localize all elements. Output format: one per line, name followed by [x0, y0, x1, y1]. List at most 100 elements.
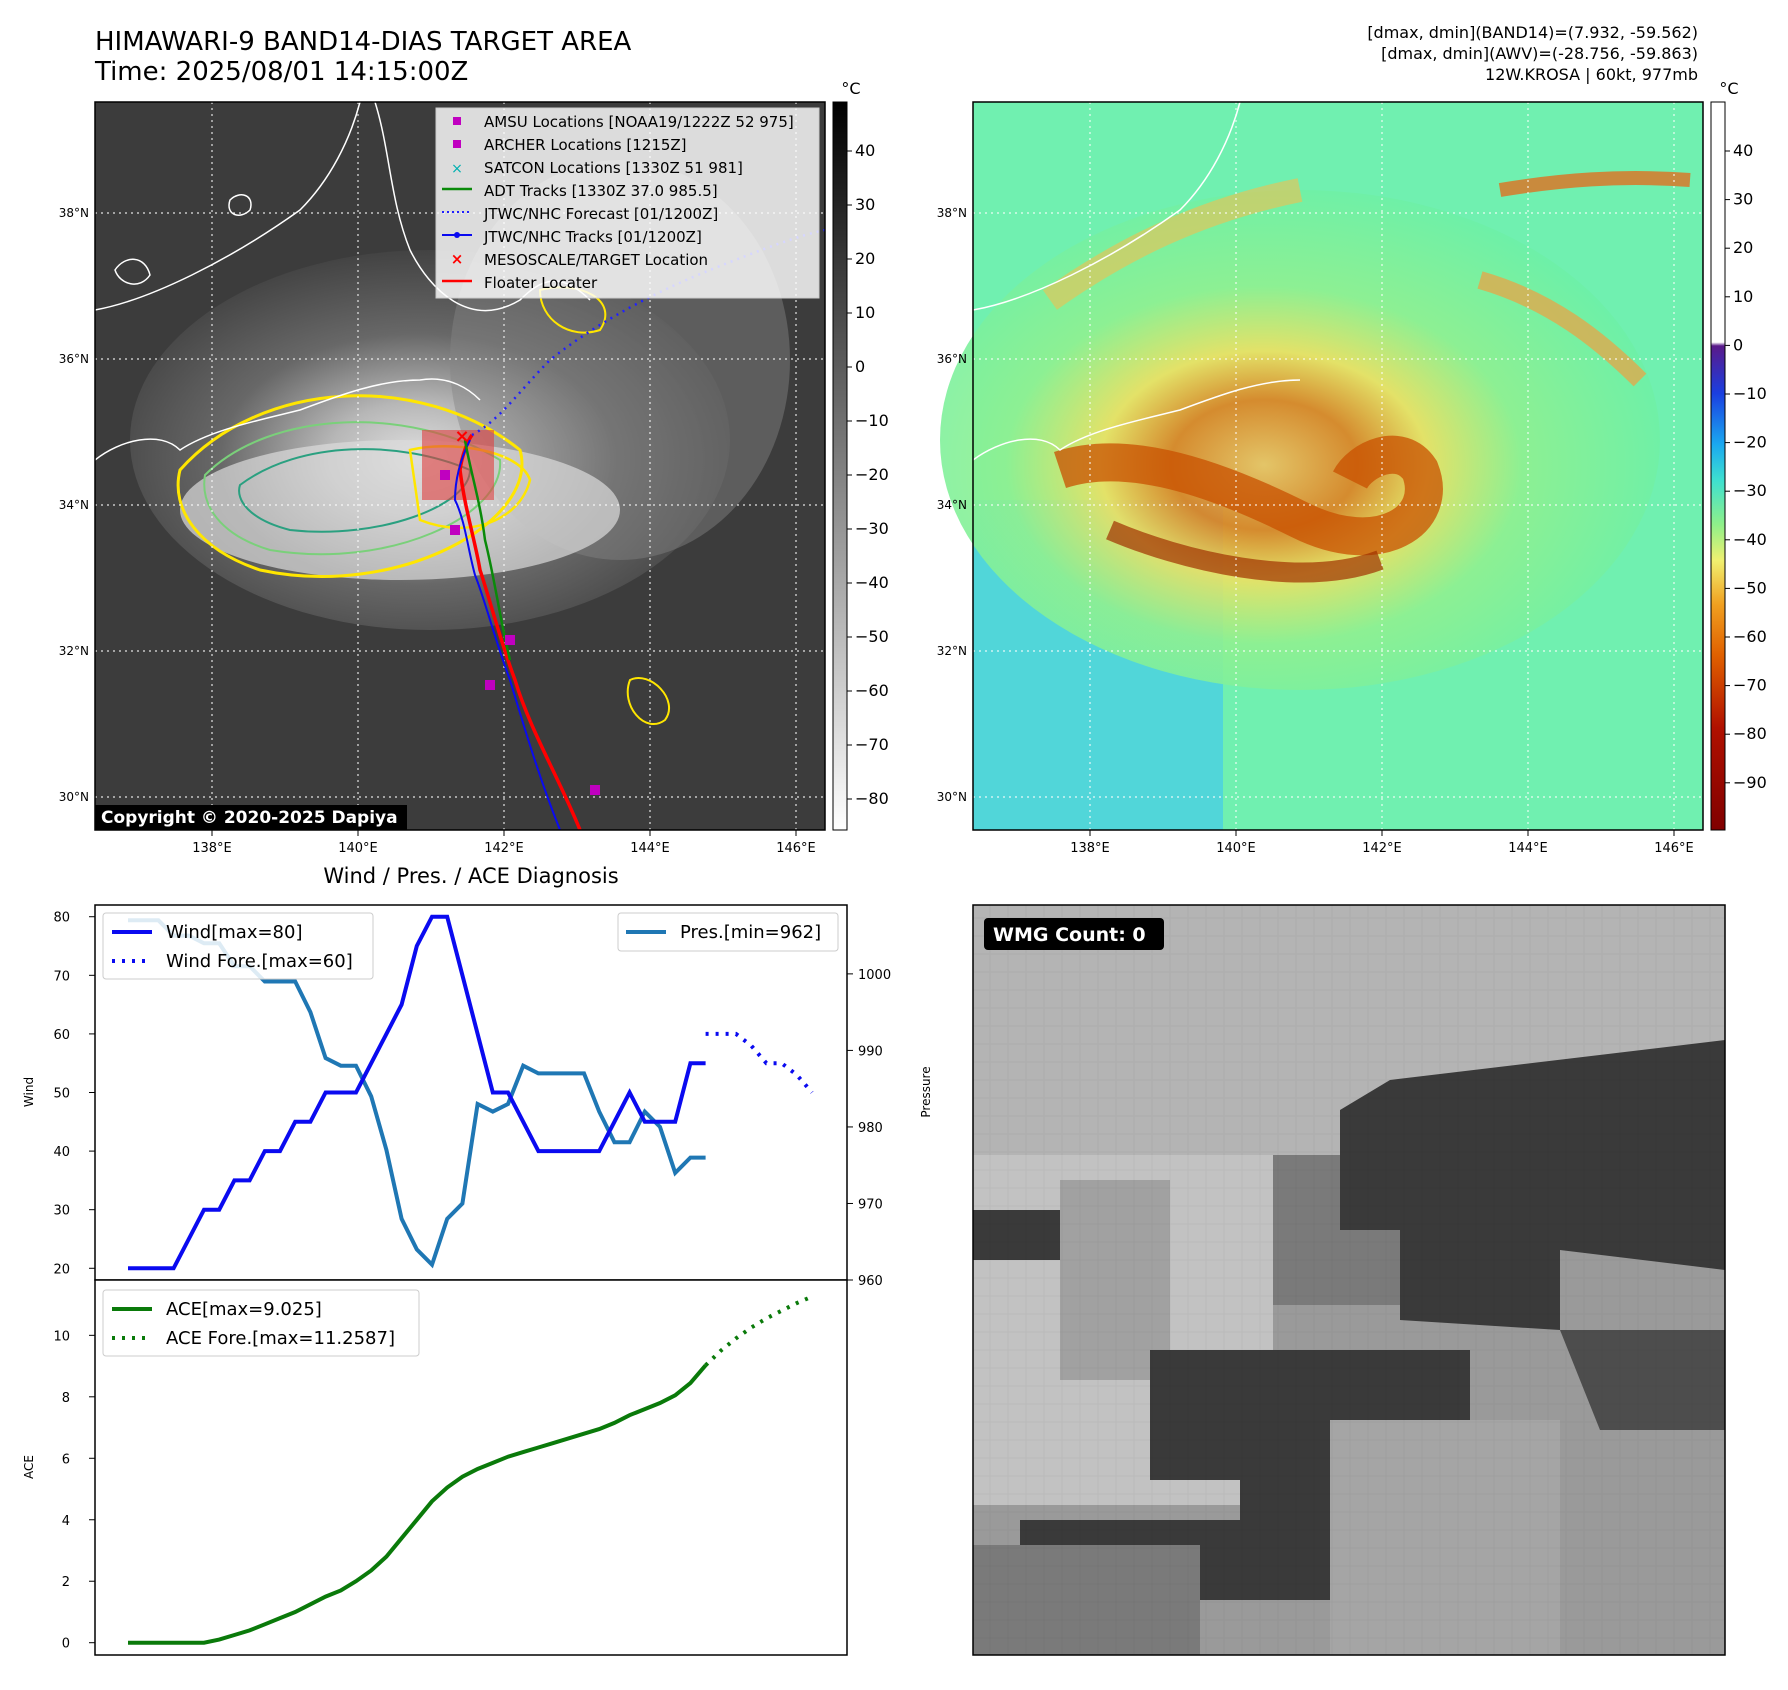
copyright-label: Copyright © 2020-2025 Dapiya [101, 808, 398, 828]
ace-legend-label: ACE[max=9.025] [166, 1299, 322, 1320]
wv-colorbar: °C 40 30 20 10 0 −10 −20 −30 −40 −50 −60 −70 −80 −90 [1710, 79, 1767, 831]
jtwc-forecast-track [471, 228, 826, 437]
svg-text:×: × [451, 161, 463, 177]
wv-colorbar-tick-label: 30 [1733, 190, 1753, 209]
ace-line [128, 1363, 708, 1645]
wind-forecast-line [705, 1031, 814, 1094]
target-marker: × [454, 426, 469, 447]
adt-track [463, 439, 512, 661]
map-lon-label: 144°E [1508, 841, 1548, 856]
ace-tick-label: 2 [62, 1575, 70, 1590]
map-legend: × × AMSU Locations [NOAA19/1222Z 52 975]… [435, 107, 820, 299]
ir-colorbar-tick-label: −30 [855, 519, 889, 538]
wv-colorbar-tick-label: 0 [1733, 335, 1743, 354]
wv-colorbar-tick-label: 40 [1733, 141, 1753, 160]
ir-colorbar-tick-label: 10 [855, 303, 875, 322]
wv-colorbar-unit: °C [1719, 79, 1738, 98]
map-lat-label: 30°N [59, 790, 89, 804]
storm-info: 12W.KROSA | 60kt, 977mb [1485, 65, 1698, 84]
pressure-tick-label: 960 [858, 1274, 883, 1289]
map-lon-label: 144°E [630, 841, 670, 856]
target-area-box [422, 430, 494, 500]
wind-tick-label: 40 [53, 1145, 70, 1160]
ir-colorbar-tick-label: −60 [855, 681, 889, 700]
map-lat-label: 32°N [59, 644, 89, 658]
pressure-legend-label: Pres.[min=962] [680, 922, 821, 943]
wind-tick-label: 80 [53, 911, 70, 926]
pressure-tick-label: 970 [858, 1197, 883, 1212]
map-lon-label: 142°E [484, 841, 524, 856]
wmg-count-label: WMG Count: 0 [993, 924, 1146, 946]
map-lon-label: 140°E [1216, 841, 1256, 856]
legend-archer: ARCHER Locations [1215Z] [484, 136, 687, 154]
map-lat-label: 36°N [59, 352, 89, 366]
ace-tick-label: 4 [62, 1514, 70, 1529]
ir-colorbar-tick-label: −40 [855, 573, 889, 592]
wind-tick-label: 20 [53, 1262, 70, 1277]
wind-axis-label: Wind [22, 1077, 36, 1107]
diagnosis-title: Wind / Pres. / ACE Diagnosis [323, 864, 618, 888]
wv-colorbar-tick-label: −20 [1733, 433, 1767, 452]
pressure-axis-label: Pressure [919, 1066, 933, 1117]
ir-colorbar-tick-label: −70 [855, 735, 889, 754]
wv-colorbar-tick-label: 10 [1733, 287, 1753, 306]
map-lon-label: 140°E [338, 841, 378, 856]
wmg-panel: WMG Count: 0 [972, 904, 1726, 1656]
legend-adt: ADT Tracks [1330Z 37.0 985.5] [484, 182, 718, 200]
ace-tick-label: 8 [62, 1391, 70, 1406]
dmax-dmin-awv: [dmax, dmin](AWV)=(-28.756, -59.863) [1381, 44, 1698, 63]
wind-tick-label: 30 [53, 1204, 70, 1219]
legend-jtwc-tracks: JTWC/NHC Tracks [01/1200Z] [483, 228, 702, 246]
map-lat-label: 38°N [59, 206, 89, 220]
wv-colorbar-tick-label: −30 [1733, 481, 1767, 500]
map-lat-label: 32°N [937, 644, 967, 658]
map-lat-label: 34°N [937, 498, 967, 512]
map-lon-label: 138°E [1070, 841, 1110, 856]
wv-map-panel [940, 101, 1704, 831]
wv-colorbar-tick-label: −70 [1733, 676, 1767, 695]
map-lon-label: 146°E [776, 841, 816, 856]
jtwc-track [453, 439, 561, 831]
map-lat-label: 38°N [937, 206, 967, 220]
wv-colorbar-tick-label: −10 [1733, 384, 1767, 403]
wv-colorbar-tick-label: −90 [1733, 773, 1767, 792]
map-lon-label: 146°E [1654, 841, 1694, 856]
ir-colorbar: °C 40 30 20 10 0 −10 −20 −30 −40 −50 −60 −70 −80 [832, 79, 889, 831]
wv-colorbar-tick-label: 20 [1733, 238, 1753, 257]
ir-colorbar-tick-label: −10 [855, 411, 889, 430]
legend-amsu: AMSU Locations [NOAA19/1222Z 52 975] [484, 113, 794, 131]
map-lat-label: 30°N [937, 790, 967, 804]
wind-tick-label: 50 [53, 1087, 70, 1102]
wv-spiral [940, 190, 1660, 690]
legend-floater: Floater Locater [484, 274, 598, 292]
map-lon-label: 138°E [192, 841, 232, 856]
wv-colorbar-tick-label: −80 [1733, 724, 1767, 743]
wind-tick-label: 60 [53, 1028, 70, 1043]
map-lon-label: 142°E [1362, 841, 1402, 856]
ace-forecast-legend-label: ACE Fore.[max=11.2587] [166, 1328, 395, 1349]
wind-tick-label: 70 [53, 969, 70, 984]
wind-legend-label: Wind[max=80] [166, 922, 303, 943]
legend-jtwc-forecast: JTWC/NHC Forecast [01/1200Z] [483, 205, 718, 223]
ir-colorbar-tick-label: −20 [855, 465, 889, 484]
pressure-tick-label: 1000 [858, 968, 891, 983]
ace-chart: 0 2 4 6 8 10 ACE ACE[max=9.025] ACE Fore.[max=11… [22, 1279, 848, 1656]
cold-top-contour [176, 394, 524, 578]
pressure-tick-label: 980 [858, 1121, 883, 1136]
figure-title: HIMAWARI-9 BAND14-DIAS TARGET AREA [95, 27, 632, 57]
map-lat-label: 36°N [937, 352, 967, 366]
dmax-dmin-band14: [dmax, dmin](BAND14)=(7.932, -59.562) [1367, 23, 1698, 42]
ir-colorbar-tick-label: 0 [855, 357, 865, 376]
ace-tick-label: 6 [62, 1452, 70, 1467]
legend-target-location: MESOSCALE/TARGET Location [484, 251, 708, 269]
ir-colorbar-tick-label: 40 [855, 141, 875, 160]
figure-time: Time: 2025/08/01 14:15:00Z [94, 57, 468, 87]
wind-line [128, 914, 706, 1271]
pressure-tick-label: 990 [858, 1044, 883, 1059]
wind-forecast-legend-label: Wind Fore.[max=60] [166, 951, 353, 972]
ace-tick-label: 10 [53, 1329, 70, 1344]
map-lat-label: 34°N [59, 498, 89, 512]
wv-colorbar-tick-label: −60 [1733, 627, 1767, 646]
ir-colorbar-tick-label: −80 [855, 789, 889, 808]
